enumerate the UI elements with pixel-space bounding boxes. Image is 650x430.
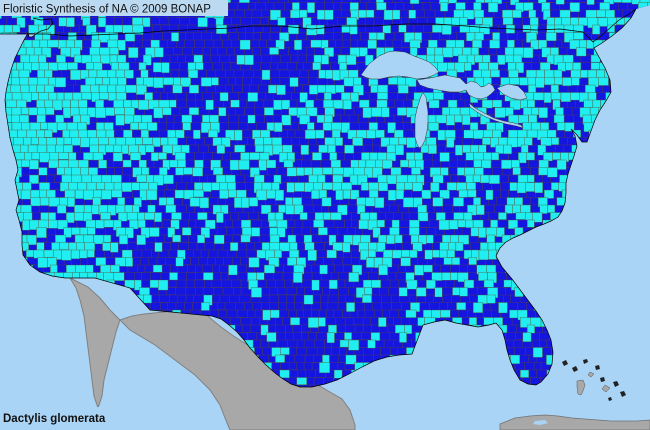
svg-text:Floristic Synthesis of NA © 20: Floristic Synthesis of NA © 2009 BONAP xyxy=(3,4,211,16)
svg-text:Dactylis glomerata: Dactylis glomerata xyxy=(3,413,106,425)
